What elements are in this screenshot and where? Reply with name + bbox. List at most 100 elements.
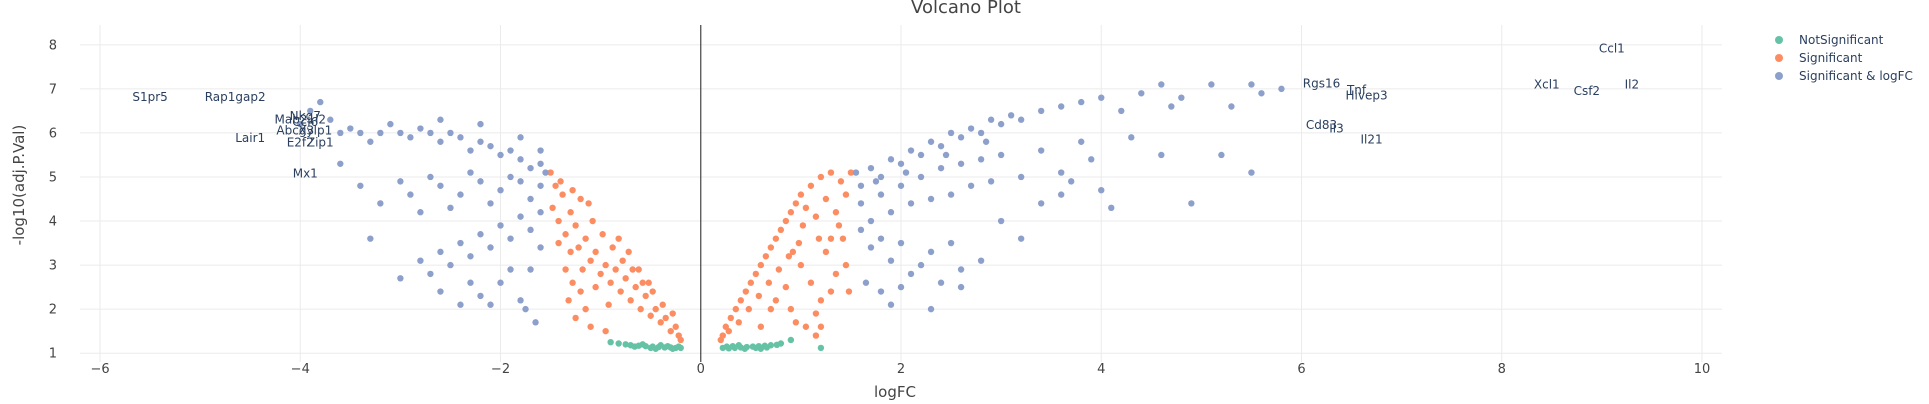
- data-point: [867, 244, 875, 251]
- data-point: [667, 327, 674, 335]
- data-point: [887, 209, 895, 216]
- data-point: [1037, 107, 1045, 115]
- data-point: [897, 160, 905, 167]
- data-point: [817, 297, 825, 304]
- gene-label: Il21: [1360, 133, 1382, 147]
- gene-label: S1pr5: [132, 90, 167, 104]
- gene-label: Nkg7: [290, 109, 321, 123]
- data-point: [735, 319, 743, 326]
- data-point: [907, 270, 915, 278]
- data-point: [592, 248, 599, 256]
- legend-label[interactable]: NotSignificant: [1799, 33, 1884, 47]
- data-point: [532, 319, 539, 326]
- data-point: [587, 323, 594, 330]
- x-axis-title: logFC: [874, 383, 916, 400]
- data-point: [752, 270, 760, 278]
- data-point: [477, 120, 484, 128]
- data-point: [457, 301, 464, 308]
- data-point: [407, 191, 414, 198]
- data-point: [741, 345, 749, 352]
- data-point: [807, 182, 815, 189]
- gene-label: Lair1: [235, 131, 265, 145]
- grid-lines: [80, 25, 1722, 362]
- data-point: [662, 314, 669, 322]
- x-tick-label: 6: [1297, 362, 1305, 377]
- y-tick-label: 5: [49, 170, 57, 185]
- legend-marker[interactable]: [1775, 54, 1783, 62]
- data-point: [577, 288, 584, 295]
- data-point: [664, 342, 671, 350]
- gene-label: Il3: [1329, 122, 1344, 136]
- data-point: [822, 248, 830, 256]
- data-point: [625, 248, 632, 256]
- x-tick-label: −2: [491, 362, 510, 377]
- data-point: [1098, 94, 1105, 101]
- data-point: [1118, 107, 1125, 115]
- data-point: [327, 116, 334, 123]
- data-point: [927, 248, 935, 256]
- data-point: [357, 129, 364, 137]
- legend-marker[interactable]: [1775, 36, 1783, 44]
- data-point: [507, 147, 514, 154]
- data-point: [672, 323, 679, 330]
- data-point: [559, 191, 566, 198]
- y-tick-label: 4: [49, 215, 57, 230]
- data-point: [887, 257, 895, 264]
- data-point: [477, 292, 484, 300]
- data-point: [1218, 151, 1225, 159]
- data-point: [537, 160, 544, 167]
- data-point: [785, 253, 793, 260]
- data-point: [487, 244, 494, 251]
- data-point: [397, 178, 404, 185]
- data-point: [1228, 103, 1235, 110]
- data-point: [1258, 90, 1265, 97]
- data-point: [857, 182, 865, 189]
- gene-label: Tnf: [1346, 83, 1367, 97]
- data-point: [627, 297, 634, 304]
- gene-label: Xcl1: [1534, 77, 1560, 91]
- data-point: [657, 319, 664, 326]
- data-point: [832, 209, 840, 216]
- data-point: [587, 257, 594, 264]
- data-point: [897, 182, 905, 189]
- data-point: [1178, 94, 1185, 101]
- data-point: [605, 301, 612, 308]
- data-point: [522, 305, 529, 313]
- data-point: [1068, 178, 1075, 185]
- data-point: [957, 266, 965, 273]
- data-point: [845, 288, 853, 295]
- data-point: [752, 344, 760, 352]
- gene-label: Cd83: [1306, 118, 1337, 132]
- data-point: [862, 279, 870, 286]
- y-tick-label: 1: [49, 347, 57, 362]
- data-point: [872, 178, 880, 185]
- data-point: [577, 195, 584, 203]
- data-point: [457, 239, 464, 247]
- legend-label[interactable]: Significant & logFC: [1799, 69, 1913, 83]
- data-point: [1108, 204, 1115, 212]
- data-point: [927, 195, 935, 203]
- gene-label: Il2: [1625, 77, 1640, 91]
- data-point: [597, 270, 604, 278]
- data-point: [802, 323, 810, 330]
- data-point: [467, 253, 474, 260]
- data-point: [537, 209, 544, 216]
- data-point: [555, 239, 562, 247]
- data-point: [652, 305, 659, 313]
- data-point: [1088, 156, 1095, 163]
- data-point: [487, 142, 494, 150]
- data-point: [437, 116, 444, 123]
- data-point: [957, 134, 965, 141]
- gene-label: Mx1: [293, 166, 318, 180]
- data-point: [437, 138, 444, 145]
- data-point: [427, 129, 434, 137]
- data-point: [775, 266, 783, 273]
- x-tick-label: −4: [291, 362, 310, 377]
- data-point: [917, 261, 925, 269]
- data-point: [725, 327, 732, 335]
- legend-label[interactable]: Significant: [1799, 51, 1863, 65]
- legend-marker[interactable]: [1775, 72, 1783, 80]
- data-point: [795, 239, 803, 247]
- data-point: [1128, 134, 1135, 141]
